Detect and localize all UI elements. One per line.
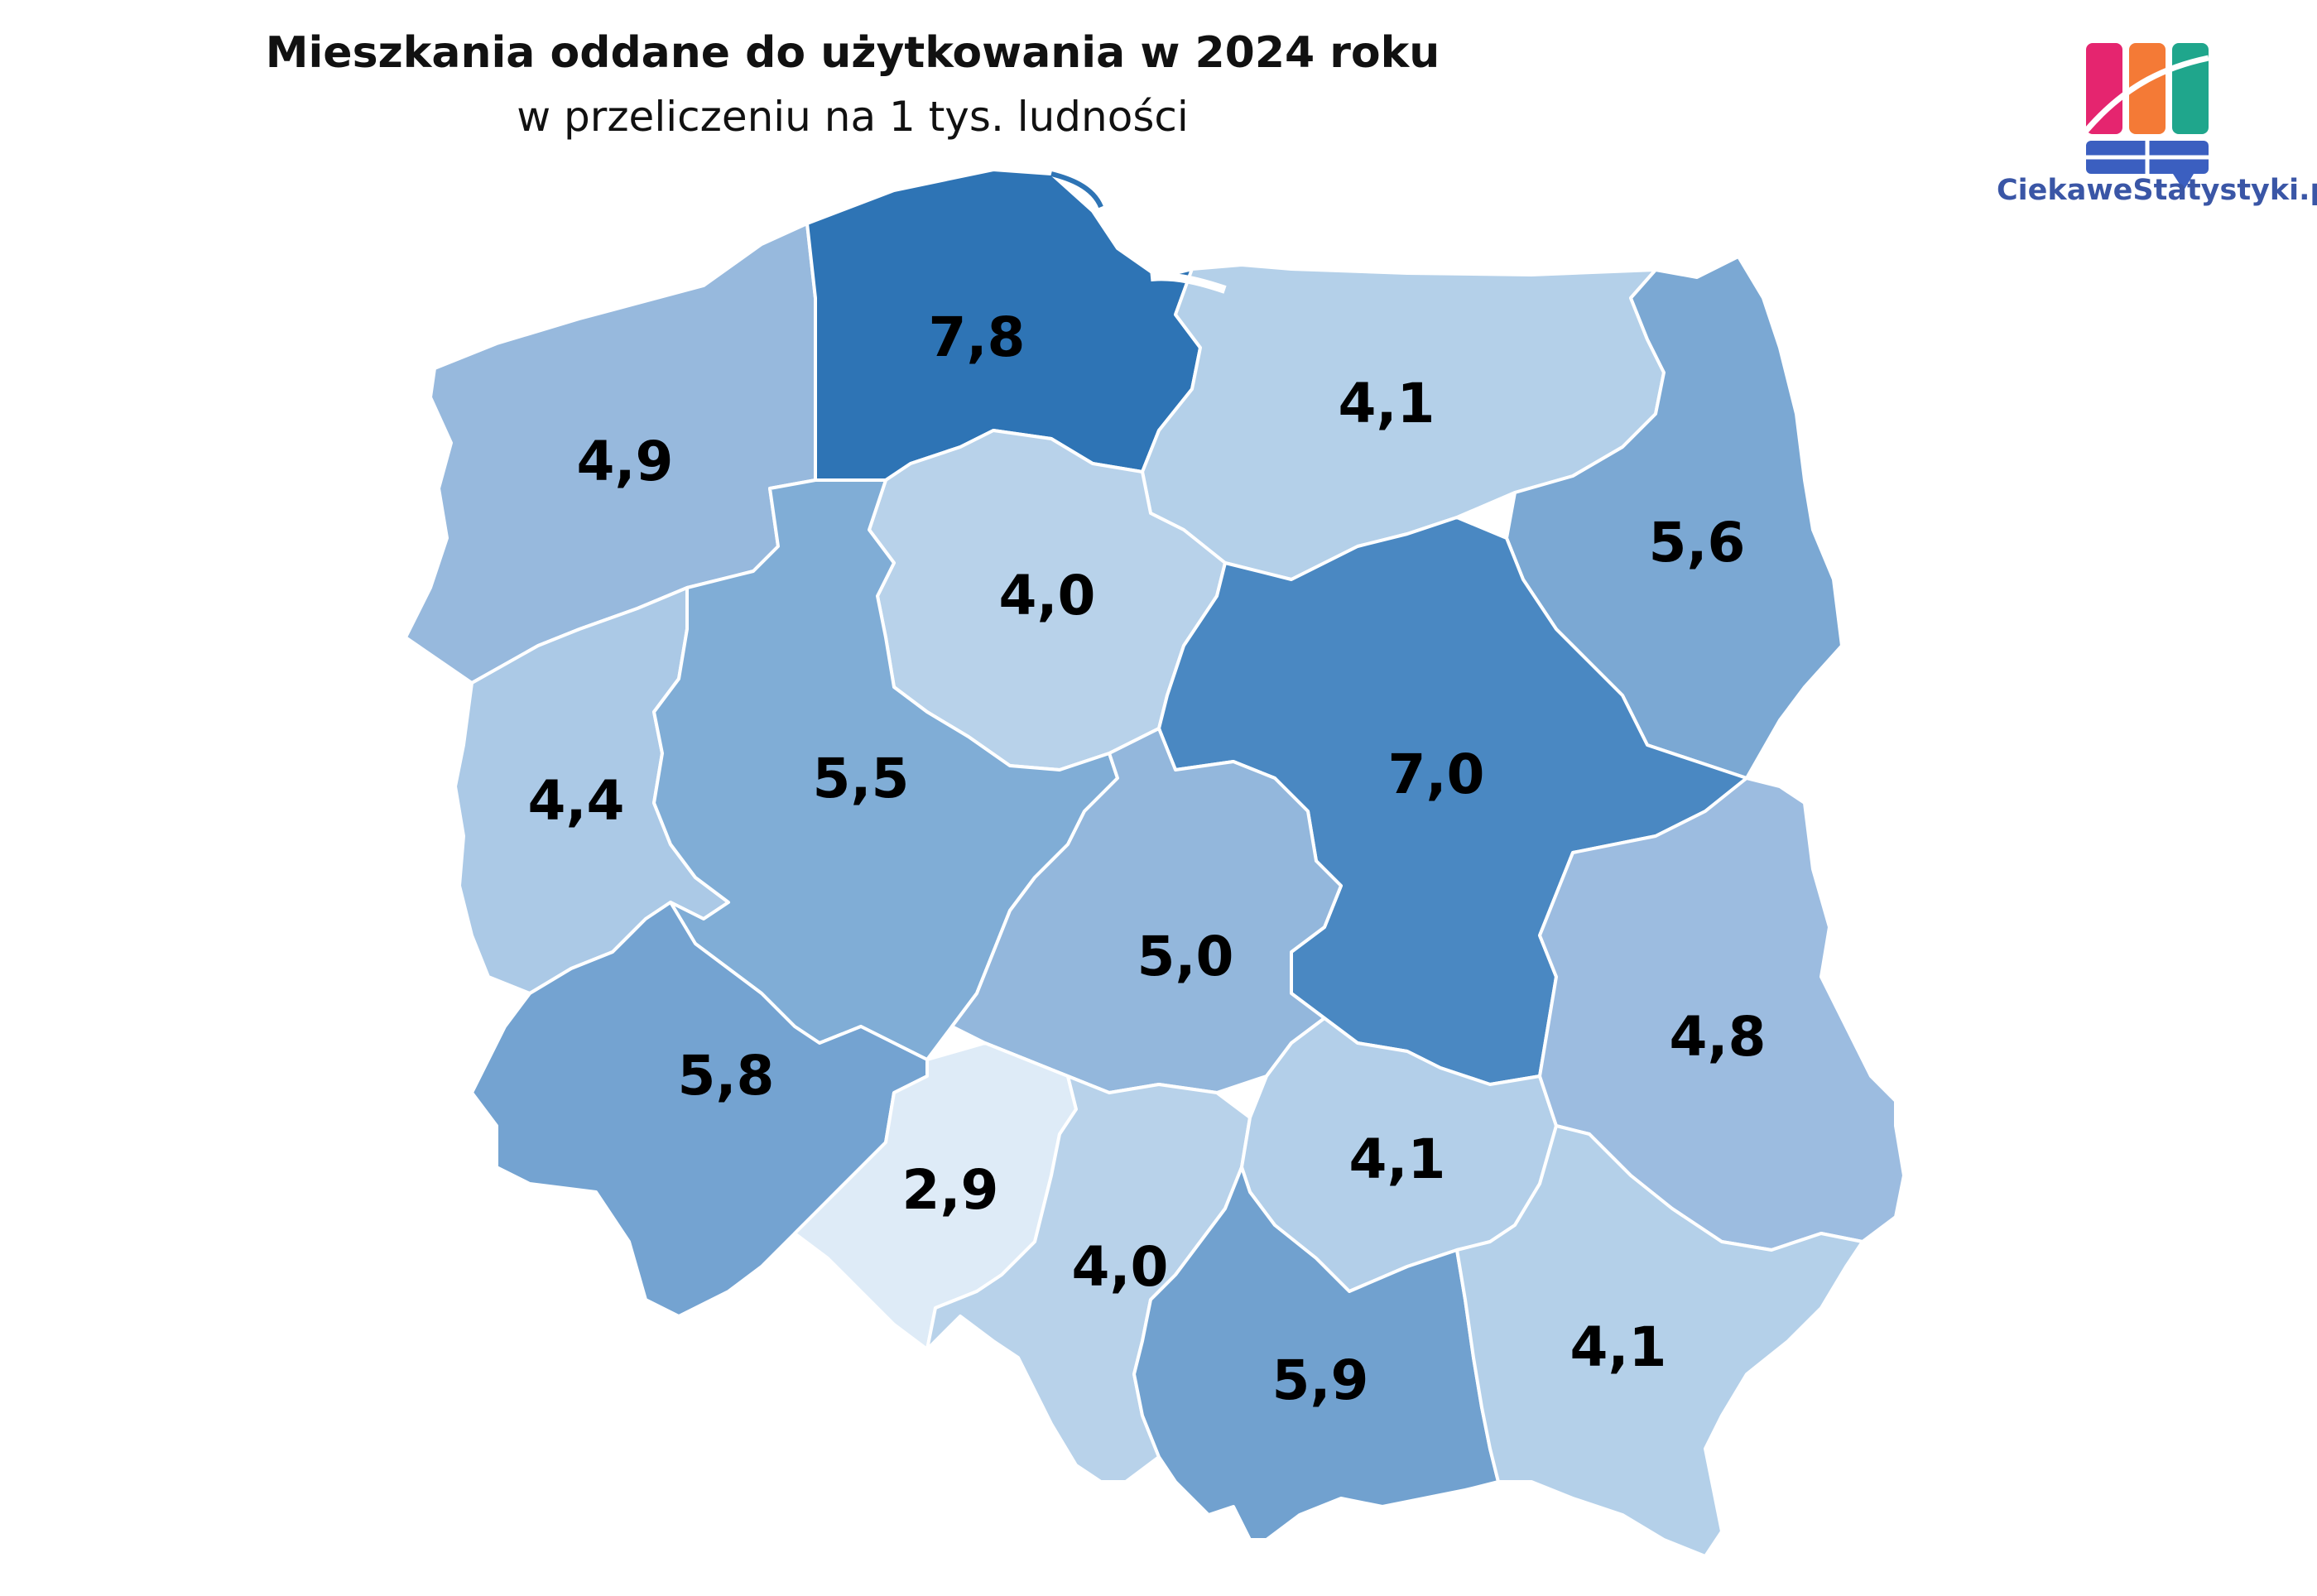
hel-peninsula [1050,171,1103,209]
value-label-malopolskie: 5,9 [1272,1348,1369,1412]
value-label-warminsko-mazurskie: 4,1 [1339,372,1435,435]
region-malopolskie[interactable] [1132,1166,1500,1541]
region-value-labels: 7,8 4,1 4,9 5,6 4,0 4,4 5,5 7,0 5,0 5,8 … [528,305,1767,1412]
logo-bar-2 [2129,43,2166,134]
value-label-zachodniopomorskie: 4,9 [577,430,674,493]
map-title: Mieszkania oddane do użytkowania w 2024 … [265,28,1440,78]
regions-layer [404,168,1906,1558]
value-label-slaskie: 4,0 [1072,1235,1169,1299]
value-label-swietokrzyskie: 4,1 [1349,1127,1446,1191]
value-label-wielkopolskie: 5,5 [813,747,910,810]
region-warminsko-mazurskie[interactable] [1141,263,1666,581]
value-label-mazowieckie: 7,0 [1388,743,1485,806]
region-podkarpackie[interactable] [1455,1124,1864,1558]
ciekawestatystyki-logo-icon[interactable] [2069,33,2276,224]
value-label-lubelskie: 4,8 [1670,1005,1767,1069]
value-label-lubuskie: 4,4 [528,769,625,833]
value-label-podkarpackie: 4,1 [1570,1315,1667,1379]
value-label-podlaskie: 5,6 [1649,511,1746,574]
value-label-pomorskie: 7,8 [929,305,1026,369]
value-label-kujawsko-pomorskie: 4,0 [999,564,1096,627]
value-label-lodzkie: 5,0 [1137,925,1234,988]
value-label-dolnoslaskie: 5,8 [678,1044,775,1108]
map-subtitle: w przeliczeniu na 1 tys. ludności [517,93,1189,141]
logo-text[interactable]: CiekaweStatystyki.pl [1997,174,2317,207]
vistula-lagoon [1150,272,1227,294]
logo-bar-1 [2086,43,2122,134]
coast-details [1050,171,1227,294]
value-label-opolskie: 2,9 [902,1158,999,1222]
